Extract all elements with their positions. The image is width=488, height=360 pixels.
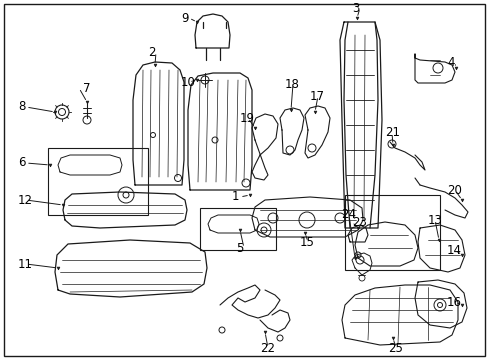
Bar — [200, 208, 275, 250]
Text: 1: 1 — [231, 190, 239, 203]
Text: 17: 17 — [309, 90, 325, 103]
Text: 5: 5 — [236, 242, 243, 255]
Text: 3: 3 — [351, 1, 359, 14]
Bar — [48, 148, 148, 215]
Text: 21: 21 — [384, 126, 399, 139]
Text: 18: 18 — [285, 77, 299, 90]
Text: 16: 16 — [446, 296, 461, 309]
Text: 24: 24 — [340, 208, 355, 221]
Text: 13: 13 — [427, 213, 442, 226]
Text: 12: 12 — [18, 194, 33, 207]
Text: 15: 15 — [299, 235, 314, 248]
Text: 8: 8 — [18, 100, 25, 113]
Text: 2: 2 — [148, 45, 155, 58]
Text: 14: 14 — [446, 243, 461, 256]
Bar — [345, 195, 439, 270]
Text: 7: 7 — [83, 81, 91, 94]
Text: 25: 25 — [387, 342, 402, 355]
Text: 4: 4 — [446, 55, 453, 68]
Text: 11: 11 — [18, 257, 33, 270]
Text: 6: 6 — [18, 157, 25, 170]
Text: 20: 20 — [446, 184, 461, 197]
Text: 9: 9 — [181, 12, 188, 24]
Text: 22: 22 — [260, 342, 274, 355]
Text: 19: 19 — [240, 112, 254, 125]
Text: 10: 10 — [181, 76, 196, 89]
Text: 23: 23 — [352, 216, 366, 229]
